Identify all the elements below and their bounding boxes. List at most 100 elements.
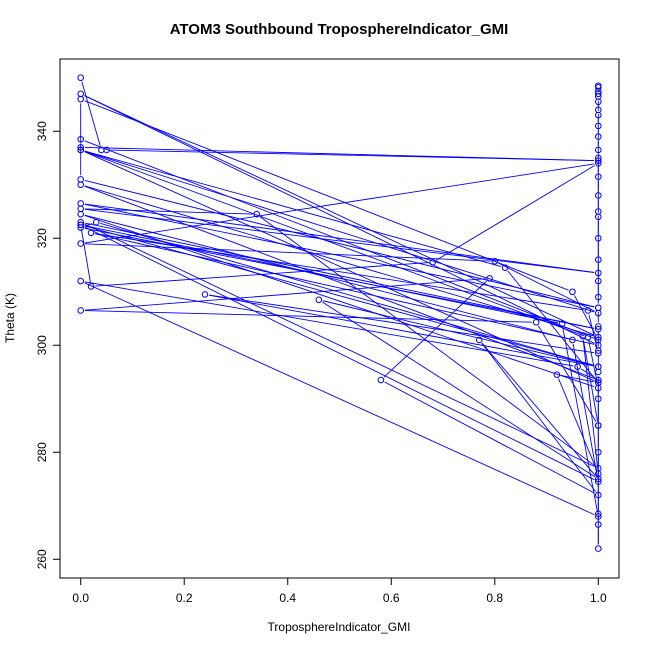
series-line-segment [80,228,91,283]
series-line-segment [84,281,574,367]
data-point [595,347,602,354]
data-point [429,259,436,266]
series-line-segment [558,378,598,470]
data-point [377,376,385,384]
series-line-segment [84,282,595,516]
data-point [253,210,260,218]
series-line-segment [84,95,595,336]
series-line-segment [537,325,597,423]
series-line-segment [383,280,487,378]
series-line-segment [481,342,596,477]
data-point [595,106,602,114]
data-point [77,181,84,189]
data-point [569,288,576,296]
data-point [595,98,602,106]
series-line-segment [84,223,595,467]
x-tick-label: 0.4 [279,591,296,605]
data-point [77,135,84,143]
data-point [77,221,84,229]
data-point [595,234,602,242]
series-line-segment [572,343,598,478]
series-line-segment [84,215,595,388]
data-point [595,349,602,357]
series-line-segment [562,327,598,513]
series-line-segment [84,163,595,244]
data-point [595,154,602,162]
data-point [77,95,84,103]
data-point [595,448,602,456]
data-point [595,208,602,215]
data-point [595,325,602,333]
data-point [595,379,602,387]
series-line-segment [84,310,533,323]
data-point [595,133,602,140]
series-line-segment [582,340,599,470]
data-point [77,176,84,183]
chart-title: ATOM3 Southbound TroposphereIndicator_GM… [170,21,509,38]
series-line-segment [84,95,595,344]
data-point [595,470,602,477]
data-layer [77,74,602,552]
data-point [553,371,561,378]
y-tick-label: 280 [35,442,49,462]
series-line-segment [84,208,595,273]
data-point [77,74,84,82]
data-point [595,368,602,376]
data-point [595,491,602,499]
series-line-segment [580,368,596,379]
data-point [77,146,84,154]
x-tick-label: 0.8 [486,591,503,605]
data-point [595,510,602,518]
data-point [595,84,602,91]
data-point [595,422,602,429]
series-line-segment [209,294,595,354]
data-point [77,200,84,207]
data-point [77,210,84,218]
data-point [595,192,602,199]
data-point [595,323,602,330]
data-point [595,90,602,98]
series-line-segment [84,100,569,291]
series-line-segment [84,203,595,308]
data-point [77,205,84,213]
data-point [87,229,95,237]
data-point [579,332,587,340]
data-point [77,90,84,98]
x-tick-label: 0.0 [72,591,89,605]
series-line-segment [84,151,595,382]
series-line-segment [84,150,502,267]
series-line-segment [588,341,598,385]
series-line-segment [84,146,595,161]
data-point [77,277,84,285]
y-axis: 260 280 300 320 340 [35,121,61,569]
data-point [595,157,602,164]
series-line-segment [84,150,595,313]
data-point [491,257,499,265]
y-tick-label: 320 [35,228,49,248]
x-axis-label: TroposphereIndicator_GMI [268,620,411,634]
data-point [595,376,602,384]
data-point [595,513,602,520]
data-point [595,87,602,95]
data-point [595,545,602,552]
series-line-segment [84,185,595,337]
data-point [595,333,602,341]
data-point [595,146,602,154]
series-line-segment [84,225,559,324]
data-point [92,218,100,226]
x-tick-label: 1.0 [590,591,607,605]
y-tick-label: 340 [35,121,49,141]
series-line-segment [84,140,595,339]
series-line-segment [84,150,585,337]
y-tick-label: 260 [35,549,49,569]
series-line-segment [481,342,597,493]
series-line-segment [507,270,596,380]
data-point [532,318,540,326]
series-line-segment [384,381,595,494]
data-point [595,256,602,263]
data-point [486,275,493,282]
series-line-segment [208,294,595,367]
data-point [595,293,602,301]
data-point [595,269,602,277]
